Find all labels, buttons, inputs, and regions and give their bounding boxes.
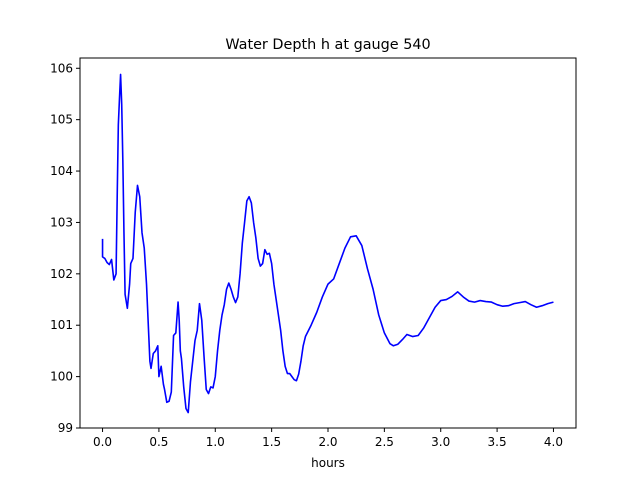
- y-tick-label: 106: [50, 61, 73, 75]
- x-tick-label: 0.5: [149, 435, 168, 449]
- x-tick-label: 0.0: [93, 435, 112, 449]
- chart-title: Water Depth h at gauge 540: [225, 37, 430, 53]
- x-tick-label: 1.0: [206, 435, 225, 449]
- y-tick-label: 105: [50, 113, 73, 127]
- x-tick-label: 1.5: [262, 435, 281, 449]
- x-axis-label: hours: [311, 456, 345, 470]
- y-axis: 99 100 101 102 103 104 105 106: [50, 61, 80, 435]
- series-line-0: [101, 73, 554, 414]
- y-tick-label: 103: [50, 215, 73, 229]
- x-axis: 0.0 0.5 1.0 1.5 2.0 2.5 3.0 3.5 4.0: [93, 428, 563, 449]
- x-tick-label: 2.5: [375, 435, 394, 449]
- x-tick-label: 4.0: [544, 435, 563, 449]
- x-tick-label: 2.0: [318, 435, 337, 449]
- x-tick-label: 3.5: [488, 435, 507, 449]
- y-tick-label: 100: [50, 370, 73, 384]
- plot-area: [101, 73, 554, 414]
- y-tick-label: 99: [58, 421, 73, 435]
- x-tick-label: 3.0: [431, 435, 450, 449]
- y-tick-label: 101: [50, 318, 73, 332]
- y-tick-label: 104: [50, 164, 73, 178]
- y-tick-label: 102: [50, 267, 73, 281]
